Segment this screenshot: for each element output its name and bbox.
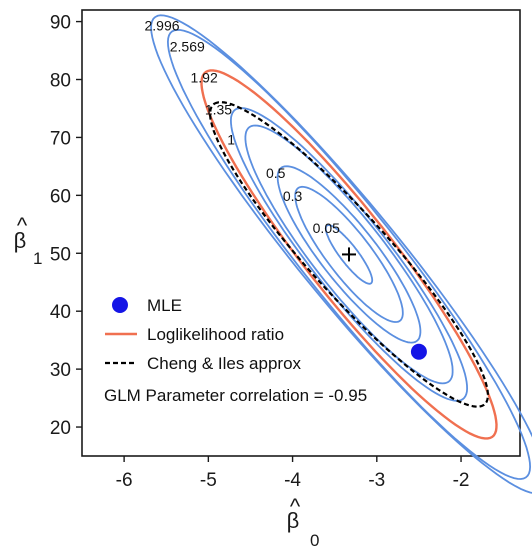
contour-2-996 <box>150 14 532 494</box>
y-tick-label: 50 <box>50 244 71 265</box>
markers <box>342 247 427 360</box>
x-tick-label: -3 <box>368 470 385 491</box>
x-axis-label-subscript: 0 <box>310 531 319 550</box>
axis-titles: β ^ 0 β ^ 1 <box>14 213 320 550</box>
contour-label-2-569: 2.569 <box>170 39 205 55</box>
contour-1 <box>244 124 454 385</box>
correlation-text: GLM Parameter correlation = -0.95 <box>104 386 367 405</box>
contour-label-0-5: 0.5 <box>266 165 286 181</box>
contour-1-92 <box>200 69 498 440</box>
y-tick-label: 40 <box>50 302 71 323</box>
contour-0-3 <box>294 185 404 323</box>
x-tick-label: -5 <box>200 470 217 491</box>
contour-lines <box>150 14 532 494</box>
approx-ellipse <box>208 101 490 408</box>
contour-labels: 0.05 0.3 0.5 1 1.35 1.92 2.569 2.996 <box>144 17 340 236</box>
legend: MLE Loglikelihood ratio Cheng & Iles app… <box>104 296 367 405</box>
x-axis-label-accent: ^ <box>290 494 301 519</box>
contour-label-0-3: 0.3 <box>283 188 303 204</box>
mle-point <box>410 343 427 360</box>
y-tick-label: 80 <box>50 71 71 92</box>
x-tick-label: -2 <box>453 470 470 491</box>
contour-label-0-05: 0.05 <box>313 220 340 236</box>
y-tick-label: 90 <box>50 13 71 34</box>
legend-mle-dot <box>112 297 128 313</box>
contour-label-2-996: 2.996 <box>144 17 179 33</box>
x-tick-label: -6 <box>116 470 133 491</box>
y-axis-label: β <box>14 228 27 253</box>
contour-label-1-92: 1.92 <box>191 69 218 85</box>
legend-cheng-iles-label: Cheng & Iles approx <box>147 354 302 373</box>
contour-label-1-35: 1.35 <box>205 101 232 117</box>
y-tick-label: 60 <box>50 186 71 207</box>
contour-label-1: 1 <box>227 131 235 147</box>
contour-0-5 <box>276 165 422 344</box>
y-tick-label: 20 <box>50 418 71 439</box>
x-tick-label: -4 <box>284 470 301 491</box>
legend-loglikelihood-label: Loglikelihood ratio <box>147 325 284 344</box>
x-axis-label: β <box>287 508 300 533</box>
y-tick-label: 30 <box>50 360 71 381</box>
y-axis-label-accent: ^ <box>17 213 28 238</box>
y-axis: 20 30 40 50 60 70 80 90 <box>50 13 82 439</box>
legend-mle-label: MLE <box>147 296 182 315</box>
y-axis-label-subscript: 1 <box>33 249 42 268</box>
y-tick-label: 70 <box>50 128 71 149</box>
plot-frame <box>81 9 521 457</box>
x-axis: -6 -5 -4 -3 -2 <box>116 456 470 491</box>
contour-1-35 <box>229 107 469 402</box>
contour-0-05 <box>324 224 374 285</box>
